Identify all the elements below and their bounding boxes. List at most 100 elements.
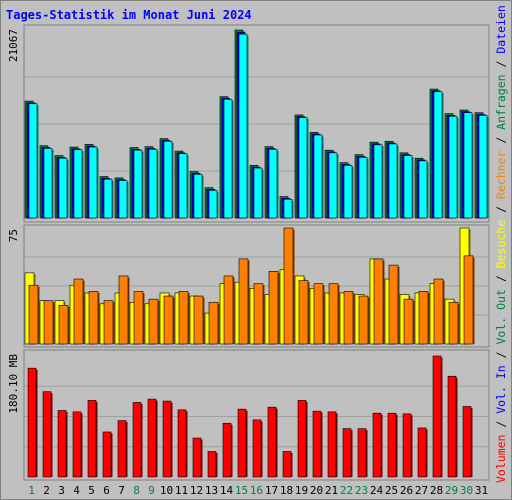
bar-seiten-day-21 xyxy=(328,152,338,219)
day-label-14: 14 xyxy=(220,484,234,497)
y-axis-max-label: 180.10 MB xyxy=(7,354,20,414)
bar-seiten-day-25 xyxy=(388,143,398,219)
bar-volumen-day-23 xyxy=(357,428,367,478)
day-label-29: 29 xyxy=(445,484,458,497)
y-axis-max-label: 75 xyxy=(7,229,20,242)
bar-volumen-day-20 xyxy=(312,410,322,478)
bar-seiten-day-1 xyxy=(28,103,38,219)
bar-rechner-day-3 xyxy=(58,305,69,345)
bar-seiten-day-16 xyxy=(253,167,263,219)
bar-seiten-day-22 xyxy=(343,165,353,219)
legend-item-rechner: Rechner xyxy=(494,151,508,200)
bar-seiten-day-30 xyxy=(463,112,473,219)
day-label-31: 31 xyxy=(475,484,488,497)
legend-item-besuche: Besuche xyxy=(494,220,508,269)
day-label-30: 30 xyxy=(460,484,473,497)
bar-rechner-day-27 xyxy=(418,291,429,345)
bar-rechner-day-9 xyxy=(148,298,159,345)
bar-rechner-day-22 xyxy=(343,291,354,345)
bar-rechner-day-5 xyxy=(88,291,99,345)
bar-volumen-day-10 xyxy=(162,400,172,478)
day-label-13: 13 xyxy=(205,484,218,497)
day-label-16: 16 xyxy=(250,484,263,497)
bar-rechner-day-16 xyxy=(253,283,264,345)
chart-title: Tages-Statistik im Monat Juni 2024 xyxy=(6,8,252,22)
bar-rechner-day-21 xyxy=(328,283,339,345)
day-label-5: 5 xyxy=(88,484,95,497)
bar-volumen-day-2 xyxy=(42,391,52,478)
legend-separator: / xyxy=(494,130,508,151)
legend-item-volout: Vol. Out xyxy=(494,289,508,344)
bar-volumen-day-13 xyxy=(207,451,217,478)
legend-item-volin: Vol. In xyxy=(494,365,508,413)
legend-item-dateien: Dateien xyxy=(494,5,508,53)
bar-seiten-day-12 xyxy=(193,173,203,219)
day-label-6: 6 xyxy=(103,484,110,497)
legend-item-anfragen: Anfragen xyxy=(494,74,508,129)
bar-seiten-day-26 xyxy=(403,155,413,219)
bar-rechner-day-1 xyxy=(28,284,39,345)
day-label-11: 11 xyxy=(175,484,188,497)
bar-rechner-day-17 xyxy=(268,271,279,345)
day-label-26: 26 xyxy=(400,484,413,497)
legend-separator: / xyxy=(494,268,508,289)
bar-rechner-day-28 xyxy=(433,278,444,345)
bar-seiten-day-23 xyxy=(358,157,368,219)
bar-volumen-day-1 xyxy=(27,367,37,478)
bar-volumen-day-26 xyxy=(402,413,412,478)
bar-seiten-day-28 xyxy=(433,91,443,219)
bar-volumen-day-29 xyxy=(447,375,457,478)
bar-volumen-day-17 xyxy=(267,406,277,478)
bar-rechner-day-12 xyxy=(193,295,204,345)
bar-seiten-day-24 xyxy=(373,144,383,219)
day-label-20: 20 xyxy=(310,484,323,497)
bar-volumen-day-6 xyxy=(102,431,112,478)
day-label-15: 15 xyxy=(235,484,248,497)
bar-rechner-day-30 xyxy=(463,255,474,345)
bar-seiten-day-3 xyxy=(58,157,68,219)
bar-volumen-day-5 xyxy=(87,400,97,478)
bar-volumen-day-14 xyxy=(222,422,232,478)
day-label-2: 2 xyxy=(43,484,50,497)
day-label-27: 27 xyxy=(415,484,428,497)
legend-separator: / xyxy=(494,199,508,220)
bar-volumen-day-9 xyxy=(147,398,157,478)
bar-rechner-day-24 xyxy=(373,258,384,345)
bar-rechner-day-20 xyxy=(313,283,324,345)
bar-seiten-day-13 xyxy=(208,190,218,219)
bar-volumen-day-16 xyxy=(252,419,262,478)
bar-seiten-day-6 xyxy=(103,178,113,219)
bar-rechner-day-4 xyxy=(73,278,84,345)
bar-seiten-day-17 xyxy=(268,148,278,219)
bar-rechner-day-29 xyxy=(448,301,459,345)
day-label-17: 17 xyxy=(265,484,278,497)
bar-volumen-day-30 xyxy=(462,406,472,478)
day-label-23: 23 xyxy=(355,484,368,497)
bar-volumen-day-11 xyxy=(177,409,187,478)
bar-volumen-day-8 xyxy=(132,402,142,478)
day-label-12: 12 xyxy=(190,484,203,497)
bar-rechner-day-18 xyxy=(283,227,294,345)
legend-separator: / xyxy=(494,345,508,366)
day-label-8: 8 xyxy=(133,484,140,497)
panel-visits-sites: 75 xyxy=(7,224,490,348)
bar-volumen-day-3 xyxy=(57,410,67,478)
y-axis-max-label: 21067 xyxy=(7,29,20,62)
day-label-1: 1 xyxy=(28,484,35,497)
day-label-7: 7 xyxy=(118,484,125,497)
bar-volumen-day-18 xyxy=(282,451,292,478)
bar-seiten-day-8 xyxy=(133,149,143,219)
day-label-4: 4 xyxy=(73,484,80,497)
bar-volumen-day-19 xyxy=(297,400,307,478)
day-label-3: 3 xyxy=(58,484,65,497)
bar-volumen-day-12 xyxy=(192,437,202,478)
bar-seiten-day-5 xyxy=(88,146,98,219)
day-label-21: 21 xyxy=(325,484,338,497)
bar-volumen-day-4 xyxy=(72,411,82,478)
bar-rechner-day-8 xyxy=(133,291,144,345)
x-axis-day-labels: 1 2 3 4 5 6 7 8 9 10 11 12 13 14 15 16 17 18 19 20 21 22 23 24 2… xyxy=(28,484,488,497)
bar-rechner-day-10 xyxy=(163,295,174,345)
bar-rechner-day-23 xyxy=(358,295,369,345)
bar-volumen-day-22 xyxy=(342,428,352,478)
